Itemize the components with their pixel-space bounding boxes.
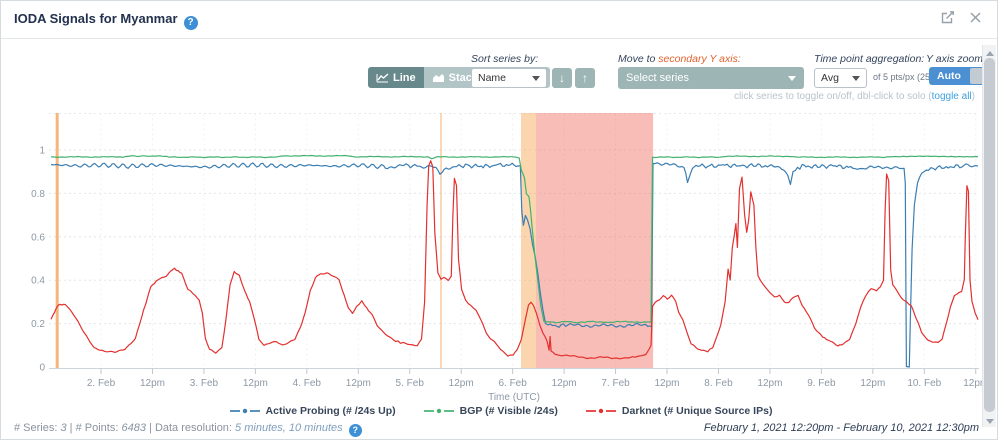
series-line-0[interactable]: [50, 162, 979, 368]
chart-legend: Active Probing (# /24s Up) BGP (# Visibl…: [41, 405, 961, 417]
scroll-down-arrow-icon[interactable]: [983, 415, 996, 427]
line-chart-icon: [376, 72, 389, 82]
svg-text:3. Feb: 3. Feb: [190, 378, 219, 389]
toggle-knob: [970, 68, 984, 84]
legend-label: Active Probing (# /24s Up): [265, 405, 396, 417]
svg-text:12pm: 12pm: [757, 378, 782, 389]
svg-text:0.6: 0.6: [31, 232, 45, 243]
svg-text:12pm: 12pm: [346, 378, 371, 389]
widget-header: IODA Signals for Myanmar?: [1, 1, 997, 39]
secondary-axis-label: Move to secondary Y axis:: [618, 53, 741, 65]
svg-text:4. Feb: 4. Feb: [293, 378, 322, 389]
legend-item-darknet[interactable]: Darknet (# Unique Source IPs): [585, 405, 773, 417]
page-title: IODA Signals for Myanmar?: [14, 11, 198, 30]
close-icon[interactable]: [968, 10, 983, 25]
resolution-value: 5 minutes, 10 minutes: [235, 422, 343, 434]
svg-text:0.8: 0.8: [31, 189, 45, 200]
series-line-1[interactable]: [50, 154, 979, 324]
svg-text:12pm: 12pm: [552, 378, 577, 389]
series-count-value: 3: [60, 422, 67, 434]
svg-text:12pm: 12pm: [963, 378, 988, 389]
chevron-down-icon: [852, 75, 860, 85]
svg-text:0: 0: [39, 363, 45, 374]
svg-text:12pm: 12pm: [860, 378, 885, 389]
svg-text:9. Feb: 9. Feb: [807, 378, 836, 389]
svg-text:5. Feb: 5. Feb: [396, 378, 425, 389]
y-axis-zoom-value: Auto: [937, 70, 961, 82]
svg-text:6. Feb: 6. Feb: [498, 378, 527, 389]
sort-series-label: Sort series by:: [471, 53, 539, 65]
aggregation-select[interactable]: Avg: [814, 68, 867, 88]
scrollbar-thumb[interactable]: [984, 58, 995, 412]
status-bar: # Series: 3 | # Points: 6483 | Data reso…: [14, 422, 362, 437]
resolution-label: Data resolution:: [154, 422, 232, 434]
help-icon[interactable]: ?: [183, 16, 198, 30]
svg-text:2. Feb: 2. Feb: [87, 378, 116, 389]
legend-item-bgp[interactable]: BGP (# Visible /24s): [423, 405, 558, 417]
svg-text:0.2: 0.2: [31, 319, 45, 330]
legend-label: Darknet (# Unique Source IPs): [621, 405, 773, 417]
aggregation-suffix: of 5 pts/px (25 minutes): [873, 72, 968, 82]
vertical-scrollbar[interactable]: [982, 45, 996, 427]
points-count-value: 6483: [121, 422, 146, 434]
legend-label: BGP (# Visible /24s): [459, 405, 558, 417]
svg-text:7. Feb: 7. Feb: [601, 378, 630, 389]
svg-text:1: 1: [39, 146, 45, 157]
legend-marker-icon: [585, 408, 616, 414]
y-axis-zoom-label: Y axis zoom:: [926, 53, 986, 65]
aggregation-label: Time point aggregation:: [814, 53, 925, 65]
separator: |: [149, 422, 152, 434]
series-count-label: # Series:: [14, 422, 58, 434]
header-actions: [940, 10, 983, 25]
points-count-label: # Points:: [75, 422, 119, 434]
chevron-down-icon: [532, 75, 540, 85]
y-axis-zoom-toggle[interactable]: Auto: [929, 67, 985, 85]
hint-text: click series to toggle on/off, dbl-click…: [733, 91, 932, 102]
svg-text:10. Feb: 10. Feb: [907, 378, 941, 389]
secondary-axis-label-prefix: Move to: [618, 53, 659, 65]
edit-icon[interactable]: [940, 10, 955, 25]
separator: |: [69, 422, 73, 434]
sort-series-select[interactable]: Name: [471, 68, 547, 88]
sort-descending-button[interactable]: ↓: [552, 68, 572, 88]
series-line-2[interactable]: [50, 160, 979, 360]
date-range: February 1, 2021 12:20pm - February 10, …: [703, 422, 979, 434]
svg-text:12pm: 12pm: [243, 378, 268, 389]
line-chart-label: Line: [393, 71, 416, 84]
select-series-placeholder: Select series: [626, 72, 689, 84]
chevron-down-icon: [788, 75, 796, 85]
help-icon[interactable]: ?: [348, 424, 362, 437]
sort-ascending-button[interactable]: ↑: [575, 68, 595, 88]
svg-text:12pm: 12pm: [449, 378, 474, 389]
scroll-up-arrow-icon[interactable]: [983, 45, 996, 57]
hint-suffix: ): [971, 91, 975, 102]
sort-series-value: Name: [478, 72, 507, 84]
legend-item-active-probing[interactable]: Active Probing (# /24s Up): [229, 405, 396, 417]
svg-text:Time (UTC): Time (UTC): [488, 392, 540, 403]
svg-text:8. Feb: 8. Feb: [704, 378, 733, 389]
series-toggle-hint: click series to toggle on/off, dbl-click…: [734, 91, 975, 102]
toggle-all-link[interactable]: toggle all: [931, 91, 972, 102]
legend-marker-icon: [423, 408, 454, 414]
stacked-chart-icon: [432, 73, 444, 82]
svg-text:12pm: 12pm: [140, 378, 165, 389]
page-title-text: IODA Signals for Myanmar: [14, 11, 178, 26]
select-series-dropdown[interactable]: Select series: [618, 67, 804, 89]
svg-text:12pm: 12pm: [655, 378, 680, 389]
line-chart-button[interactable]: Line: [368, 67, 424, 88]
aggregation-value: Avg: [821, 72, 839, 84]
legend-marker-icon: [229, 408, 260, 414]
secondary-axis-label-highlight: secondary Y axis:: [658, 53, 741, 65]
svg-text:0.4: 0.4: [31, 276, 45, 287]
